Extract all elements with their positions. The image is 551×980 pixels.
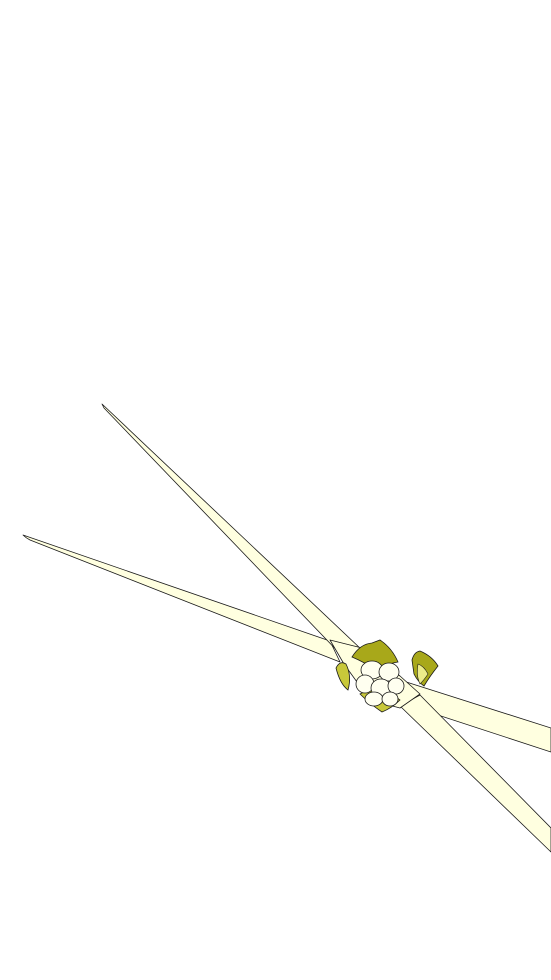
floret <box>378 662 400 682</box>
bract-right-inner <box>417 663 429 685</box>
floret <box>387 677 405 695</box>
bract-left <box>335 662 350 691</box>
floret <box>381 691 399 707</box>
floret-cluster <box>355 660 405 707</box>
left-spike <box>22 534 341 663</box>
floret <box>364 691 384 707</box>
